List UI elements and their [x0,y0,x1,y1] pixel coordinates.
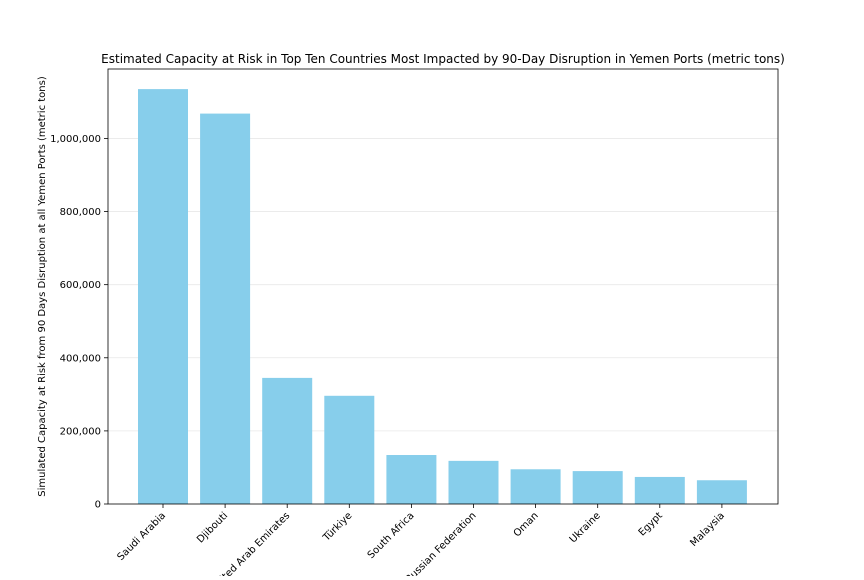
bar [572,471,623,504]
bar [448,460,499,504]
bar [634,476,685,504]
chart-title: Estimated Capacity at Risk in Top Ten Co… [101,52,785,66]
y-tick-label: 400,000 [60,353,101,364]
bar [138,89,188,504]
plot-frame [107,68,779,505]
y-axis-label: Simulated Capacity at Risk from 90 Days … [37,76,48,497]
y-tick-label: 1,000,000 [50,134,101,145]
bar [200,113,251,504]
bar [386,455,437,504]
bar [510,469,561,504]
y-tick-label: 800,000 [60,207,101,218]
bar [324,395,375,504]
bar [262,377,313,504]
bar [696,480,747,504]
y-tick-label: 0 [95,500,101,511]
y-tick-label: 600,000 [60,280,101,291]
y-axis-ticks: 0 200,000 400,000 600,000 800,000 1,000,000 [50,134,108,511]
y-tick-label: 200,000 [60,426,101,437]
bars [138,89,747,504]
